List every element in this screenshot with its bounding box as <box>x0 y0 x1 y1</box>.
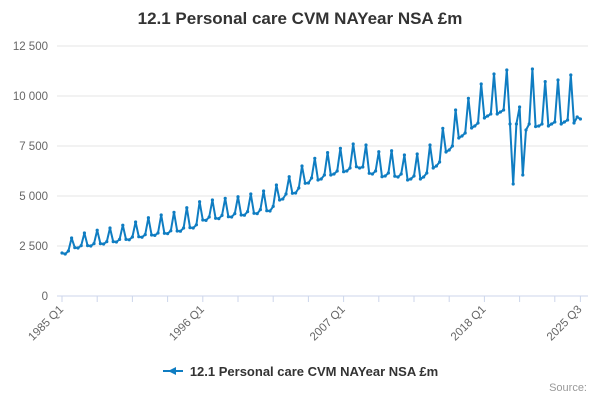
svg-text:12 500: 12 500 <box>13 41 48 53</box>
x-axis-ticks <box>61 296 581 302</box>
chart-title: 12.1 Personal care CVM NAYear NSA £m <box>137 9 463 28</box>
svg-text:5 000: 5 000 <box>19 191 48 203</box>
svg-text:2007 Q1: 2007 Q1 <box>308 304 348 344</box>
legend-item-personal-care[interactable]: 12.1 Personal care CVM NAYear NSA £m <box>162 364 438 379</box>
svg-text:2 500: 2 500 <box>19 241 48 253</box>
legend-item-label: 12.1 Personal care CVM NAYear NSA £m <box>189 363 439 379</box>
svg-text:1985 Q1: 1985 Q1 <box>26 304 66 344</box>
legend-line-marker-icon <box>162 367 183 375</box>
svg-text:10 000: 10 000 <box>13 91 48 103</box>
svg-text:0: 0 <box>42 291 48 303</box>
series-point-markers <box>60 67 583 256</box>
series-line <box>61 68 582 255</box>
y-axis-labels: 0 2 500 5 000 7 500 10 000 12 500 <box>13 41 48 303</box>
svg-text:2018 Q1: 2018 Q1 <box>449 304 489 344</box>
svg-text:1996 Q1: 1996 Q1 <box>167 304 207 344</box>
svg-text:2025 Q3: 2025 Q3 <box>545 304 585 344</box>
legend: 12.1 Personal care CVM NAYear NSA £m <box>0 362 600 380</box>
source-label: Source: <box>549 382 587 394</box>
x-axis-labels: 1985 Q1 1996 Q1 2007 Q1 2018 Q1 2025 Q3 <box>26 304 584 344</box>
svg-text:7 500: 7 500 <box>19 141 48 153</box>
